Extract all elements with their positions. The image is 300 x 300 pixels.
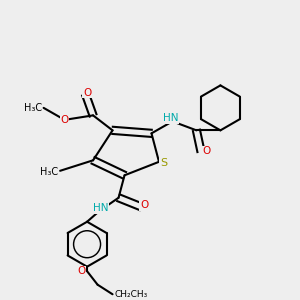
Text: H₃C: H₃C xyxy=(40,167,58,177)
Text: O: O xyxy=(140,200,148,210)
Text: S: S xyxy=(160,158,167,168)
Text: O: O xyxy=(83,88,91,98)
Text: O: O xyxy=(78,266,86,276)
Text: O: O xyxy=(203,146,211,156)
Text: HN: HN xyxy=(93,203,108,213)
Text: HN: HN xyxy=(163,113,179,123)
Text: CH₂CH₃: CH₂CH₃ xyxy=(114,290,147,299)
Text: H₃C: H₃C xyxy=(24,103,42,113)
Text: O: O xyxy=(61,115,69,125)
